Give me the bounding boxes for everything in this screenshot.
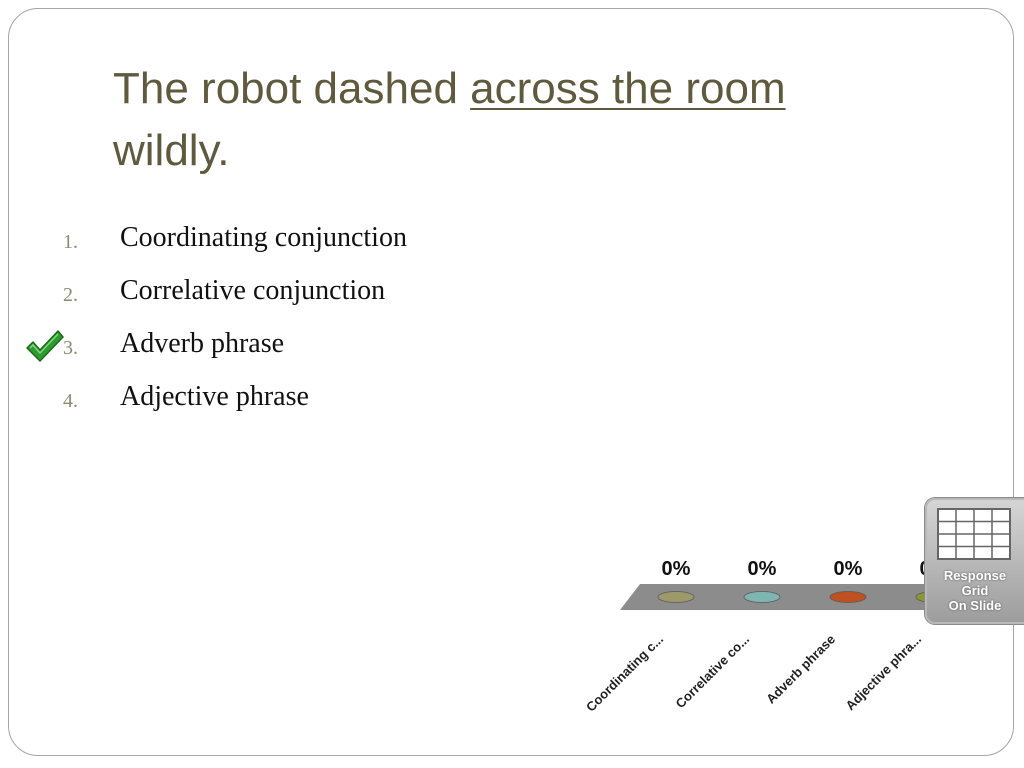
option-number: 1. <box>63 231 78 253</box>
option-label: Adjective phrase <box>120 381 309 412</box>
chart-floor <box>620 584 960 610</box>
option-label: Adverb phrase <box>120 328 285 359</box>
response-grid-label: Response Grid On Slide <box>925 568 1024 613</box>
chart-bar-base <box>657 591 695 603</box>
title-suffix: wildly. <box>113 126 230 175</box>
chart-value-label: 0% <box>748 558 777 580</box>
answer-option-2[interactable]: 2. Correlative conjunction <box>0 275 520 315</box>
grid-icon <box>937 508 1011 560</box>
slide-frame <box>8 8 1014 756</box>
chart-bar-base <box>829 591 867 603</box>
answer-option-4[interactable]: 4. Adjective phrase <box>0 381 520 421</box>
checkmark-icon <box>26 330 64 362</box>
response-grid-line1: Response <box>943 568 1007 583</box>
title-prefix: The robot dashed <box>113 64 471 113</box>
option-number: 3. <box>63 337 78 359</box>
chart-value-label: 0% <box>662 558 691 580</box>
response-grid-button[interactable]: Response Grid On Slide <box>925 498 1024 624</box>
slide-title: The robot dashed across the room wildly. <box>113 58 913 182</box>
title-underlined-phrase: across the room <box>470 64 786 113</box>
option-label: Correlative conjunction <box>120 275 386 306</box>
option-label: Coordinating conjunction <box>120 222 407 253</box>
answer-option-3[interactable]: 3. Adverb phrase <box>0 328 520 368</box>
answer-option-1[interactable]: 1. Coordinating conjunction <box>0 222 520 262</box>
chart-value-label: 0% <box>834 558 863 580</box>
option-number: 4. <box>63 390 78 412</box>
chart-bar-base <box>743 591 781 603</box>
response-grid-line3: On Slide <box>948 598 1002 613</box>
response-grid-line2: Grid <box>961 583 989 598</box>
option-number: 2. <box>63 284 78 306</box>
